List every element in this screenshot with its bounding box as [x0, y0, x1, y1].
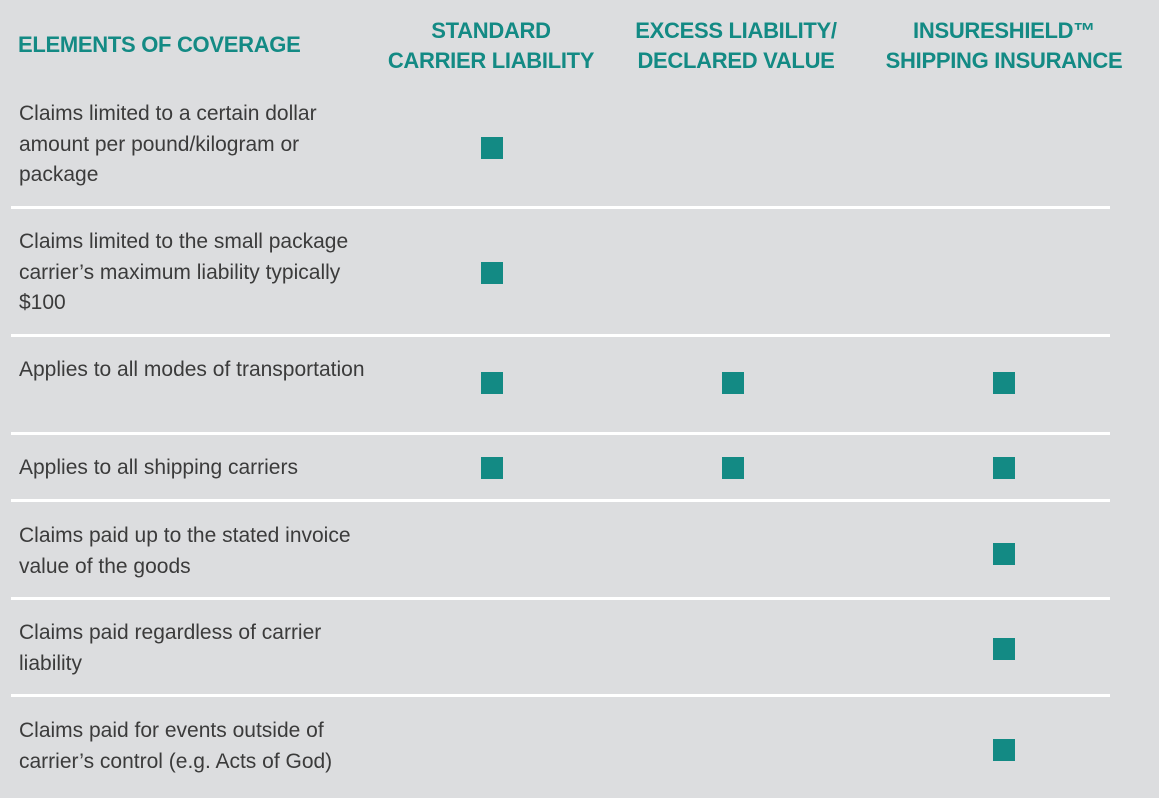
row-divider	[11, 432, 1110, 435]
row-divider	[11, 597, 1110, 600]
header-elements-of-coverage: ELEMENTS OF COVERAGE	[18, 32, 301, 57]
filled-square-icon	[993, 739, 1015, 761]
row-label: Claims paid regardless of carrier liabil…	[19, 621, 322, 675]
filled-square-icon	[993, 638, 1015, 660]
filled-square-icon	[481, 262, 503, 284]
filled-square-icon	[481, 137, 503, 159]
row-label: Applies to all shipping carriers	[19, 456, 298, 479]
header-excess-liability-declared-value: EXCESS LIABILITY/ DECLARED VALUE	[635, 18, 837, 73]
filled-square-icon	[722, 372, 744, 394]
row-label: Applies to all modes of transportation	[19, 358, 365, 381]
filled-square-icon	[993, 372, 1015, 394]
row-divider	[11, 334, 1110, 337]
filled-square-icon	[722, 457, 744, 479]
row-label: Claims paid for events outside of carrie…	[19, 719, 333, 773]
filled-square-icon	[993, 457, 1015, 479]
header-insureshield-shipping-insurance: INSURESHIELD™ SHIPPING INSURANCE	[885, 18, 1123, 73]
header-standard-carrier-liability: STANDARD CARRIER LIABILITY	[387, 18, 595, 73]
filled-square-icon	[481, 372, 503, 394]
row-divider	[11, 694, 1110, 697]
row-divider	[11, 206, 1110, 209]
filled-square-icon	[993, 543, 1015, 565]
table-header: ELEMENTS OF COVERAGE STANDARD CARRIER LI…	[0, 0, 1159, 97]
row-divider	[11, 499, 1110, 502]
filled-square-icon	[481, 457, 503, 479]
row-label: Claims paid up to the stated invoice val…	[19, 524, 351, 578]
row-label: Claims limited to a certain dollar amoun…	[19, 102, 317, 186]
row-label: Claims limited to the small package carr…	[19, 230, 349, 314]
